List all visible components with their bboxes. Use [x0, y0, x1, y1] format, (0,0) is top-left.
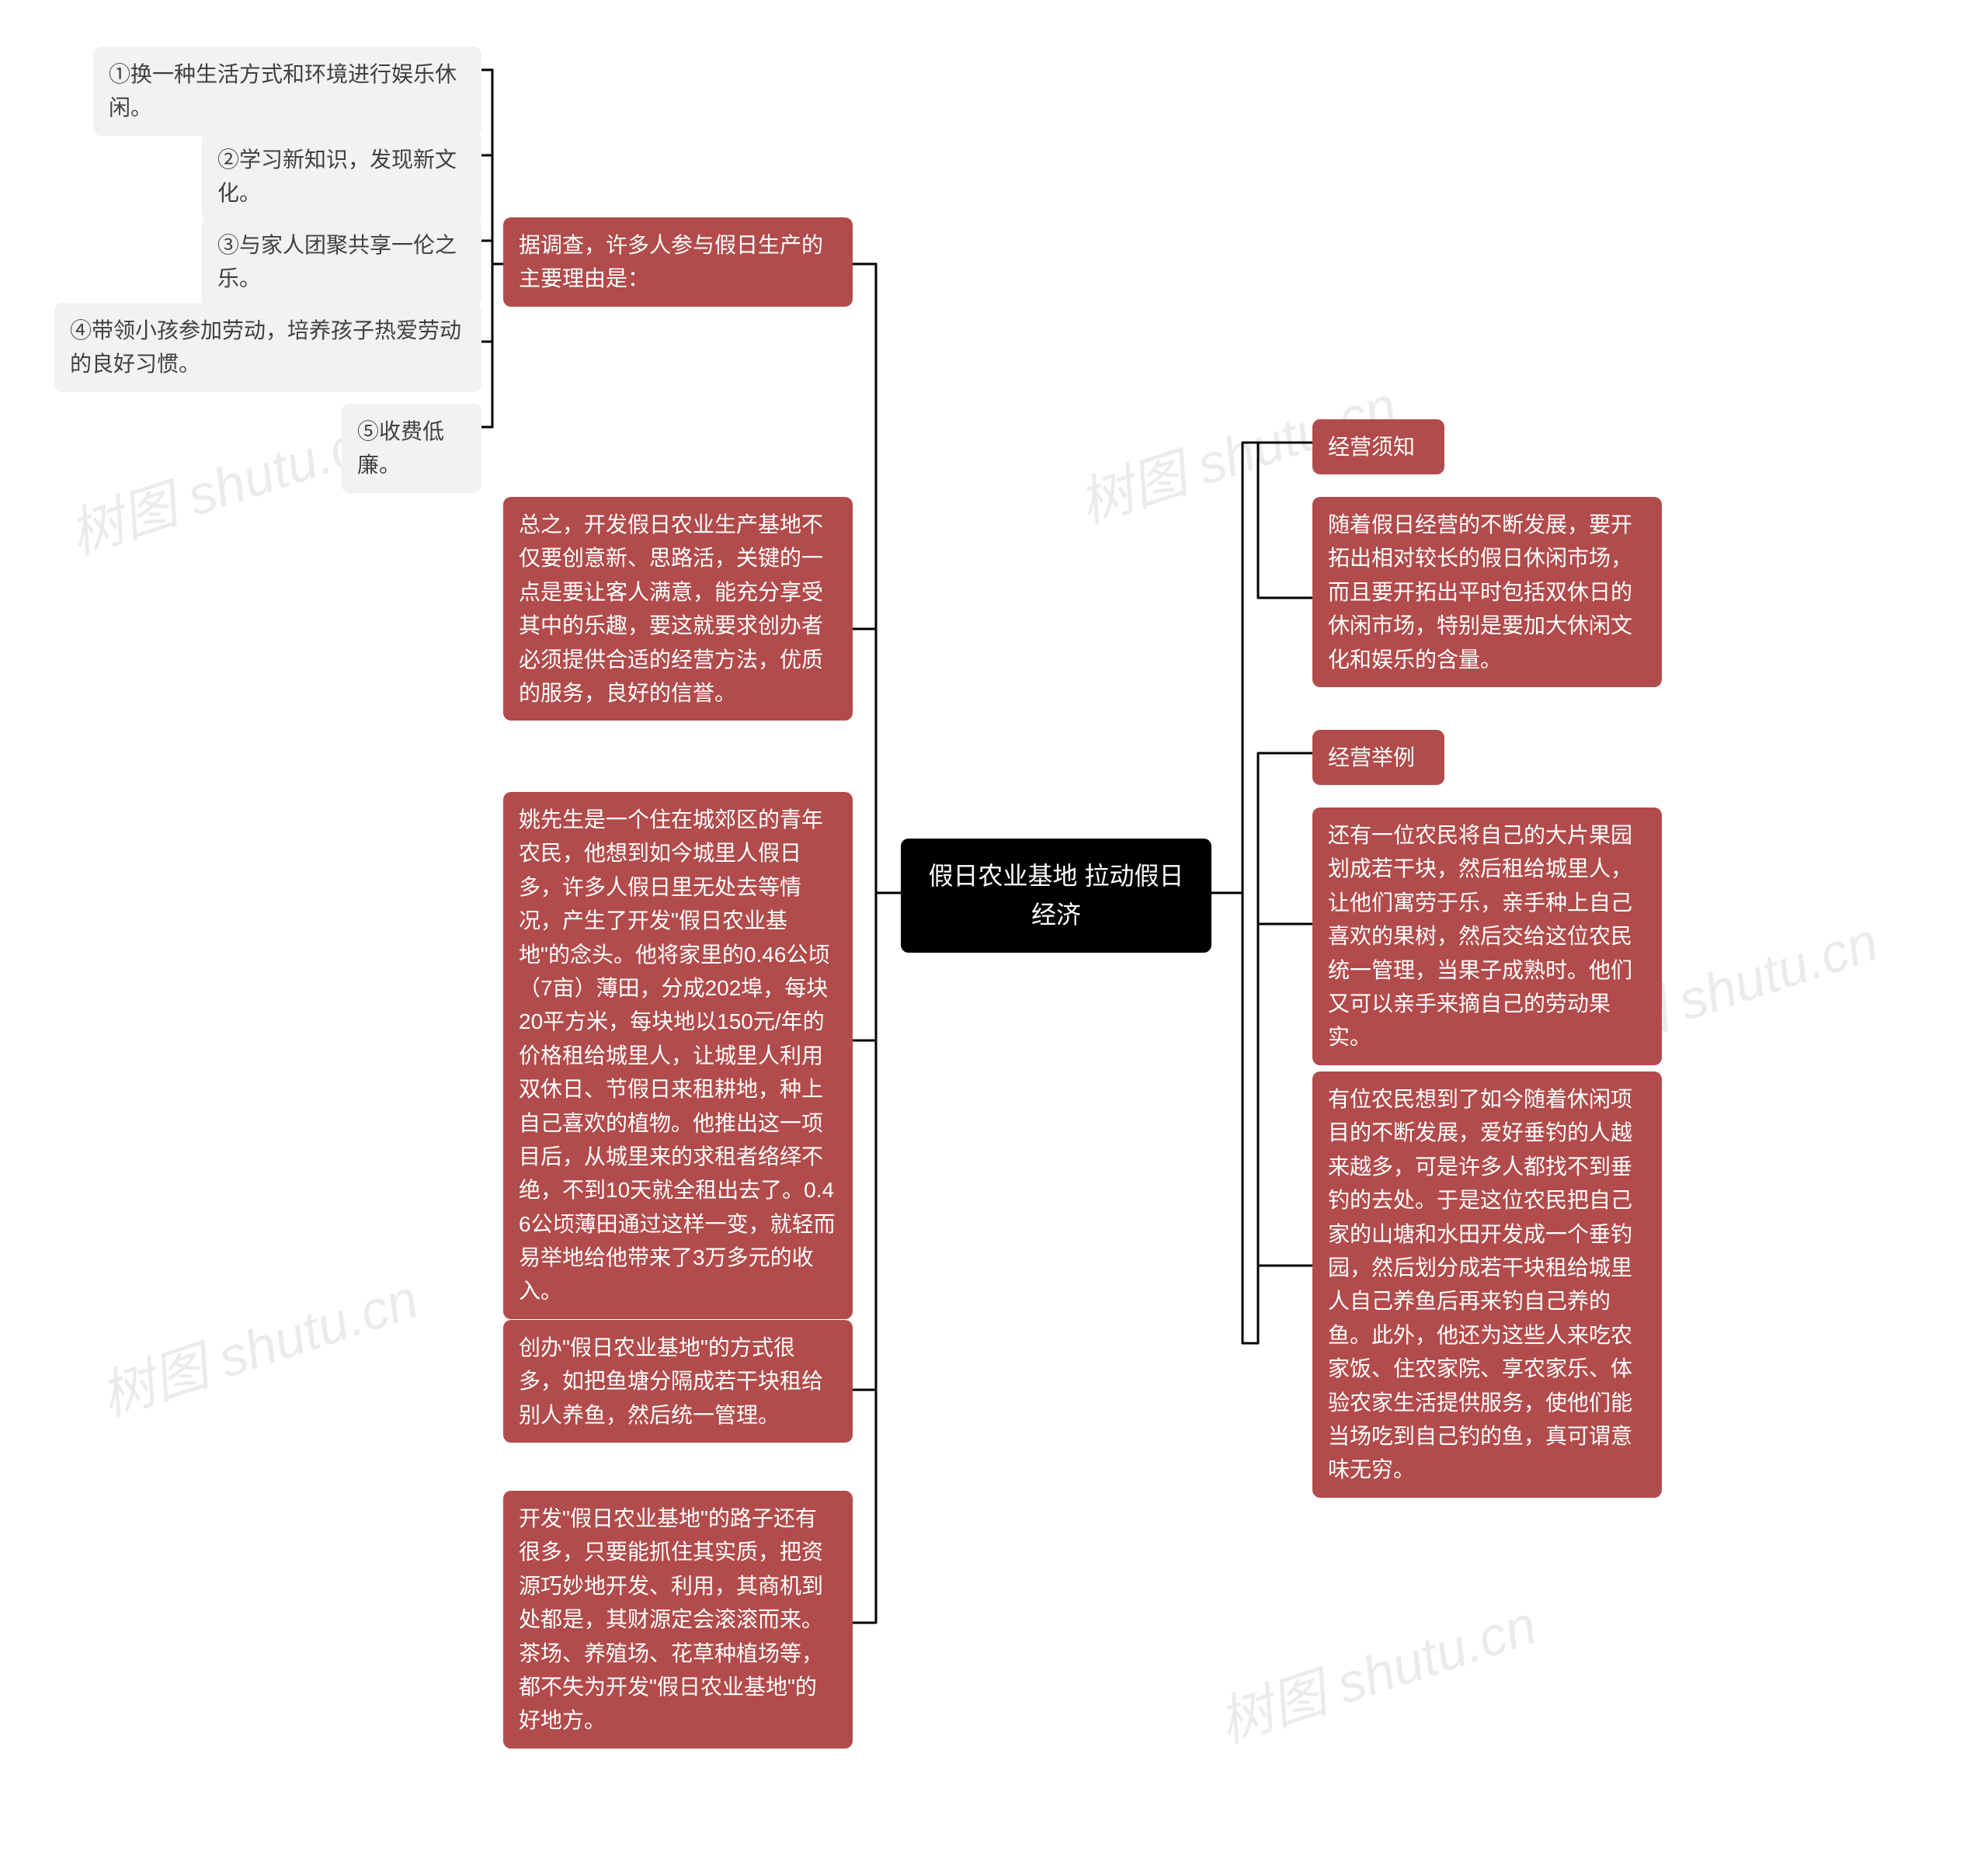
root-node[interactable]: 假日农业基地 拉动假日经济 [901, 839, 1211, 953]
yao-story-node[interactable]: 姚先生是一个住在城郊区的青年农民，他想到如今城里人假日多，许多人假日里无处去等情… [503, 792, 853, 1319]
example2-node[interactable]: 有位农民想到了如今随着休闲项目的不断发展，爱好垂钓的人越来越多，可是许多人都找不… [1312, 1071, 1662, 1498]
notice-title-node[interactable]: 经营须知 [1312, 419, 1444, 474]
survey-item-3[interactable]: ③与家人团聚共享一伦之乐。 [202, 217, 481, 307]
survey-item-5[interactable]: ⑤收费低廉。 [342, 404, 481, 493]
survey-item-1[interactable]: ①换一种生活方式和环境进行娱乐休闲。 [93, 47, 481, 136]
more-paths-node[interactable]: 开发"假日农业基地"的路子还有很多，只要能抓住其实质，把资源巧妙地开发、利用，其… [503, 1491, 853, 1749]
summary-node[interactable]: 总之，开发假日农业生产基地不仅要创意新、思路活，关键的一点是要让客人满意，能充分… [503, 497, 853, 721]
example1-node[interactable]: 还有一位农民将自己的大片果园划成若干块，然后租给城里人，让他们寓劳于乐，亲手种上… [1312, 807, 1662, 1065]
mindmap-canvas: 树图 shutu.cn 树图 shutu.cn 树图 shutu.cn 树图 s… [0, 0, 1988, 1865]
survey-item-2[interactable]: ②学习新知识，发现新文化。 [202, 132, 481, 221]
survey-item-4[interactable]: ④带领小孩参加劳动，培养孩子热爱劳动的良好习惯。 [54, 303, 481, 392]
survey-node[interactable]: 据调查，许多人参与假日生产的主要理由是： [503, 217, 853, 307]
method-node[interactable]: 创办"假日农业基地"的方式很多，如把鱼塘分隔成若干块租给别人养鱼，然后统一管理。 [503, 1320, 853, 1443]
watermark: 树图 shutu.cn [1208, 1582, 1545, 1758]
example-title-node[interactable]: 经营举例 [1312, 730, 1444, 785]
watermark: 树图 shutu.cn [89, 1255, 427, 1432]
notice-body-node[interactable]: 随着假日经营的不断发展，要开拓出相对较长的假日休闲市场，而且要开拓出平时包括双休… [1312, 497, 1662, 687]
